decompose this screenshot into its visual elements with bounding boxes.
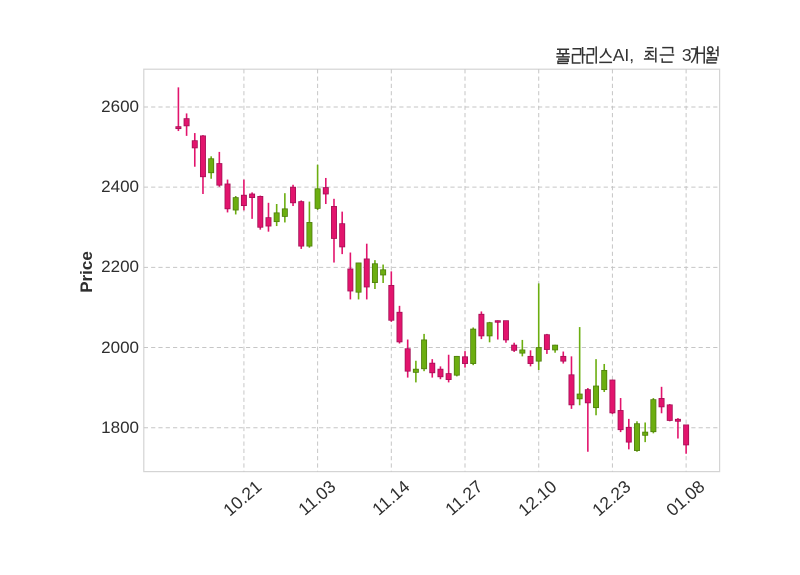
svg-text:3: 3 [682, 45, 692, 65]
svg-text:AI,: AI, [613, 45, 634, 65]
